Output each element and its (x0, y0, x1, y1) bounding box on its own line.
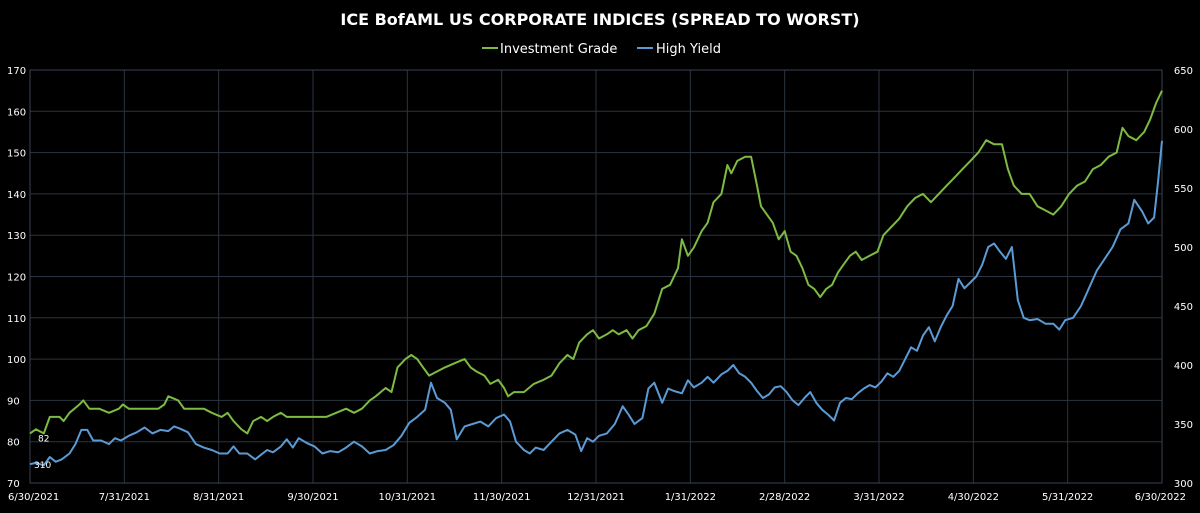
left-axis-ticks: 70 80 90 100 110 120 130 140 150 160 170 (7, 66, 26, 490)
right-axis-tick-label: 400 (1174, 361, 1193, 372)
right-axis-tick-label: 650 (1174, 66, 1193, 77)
series-start-labels: 82 310 (34, 434, 51, 471)
x-axis-tick-label: 4/30/2022 (948, 492, 999, 503)
legend-label-investment-grade: Investment Grade (500, 42, 617, 57)
x-axis-tick-label: 1/31/2022 (665, 492, 716, 503)
legend: Investment Grade High Yield (482, 42, 721, 57)
x-axis-tick-label: 9/30/2021 (287, 492, 338, 503)
left-axis-tick-label: 100 (7, 355, 26, 366)
left-axis-tick-label: 70 (7, 479, 20, 490)
x-axis-ticks: 6/30/2021 7/31/2021 8/31/2021 9/30/2021 10/3… (8, 492, 1186, 503)
right-axis-tick-label: 600 (1174, 125, 1193, 136)
left-axis-tick-label: 110 (7, 314, 26, 325)
right-axis-tick-label: 450 (1174, 302, 1193, 313)
series-line-high-yield (29, 140, 1163, 467)
x-axis-tick-label: 6/30/2022 (1135, 492, 1186, 503)
left-axis-tick-label: 120 (7, 273, 26, 284)
series-line-investment-grade (29, 90, 1163, 435)
x-axis-tick-label: 2/28/2022 (759, 492, 810, 503)
gridlines (29, 69, 1163, 484)
legend-label-high-yield: High Yield (656, 42, 721, 57)
x-axis-tick-label: 12/31/2021 (567, 492, 625, 503)
right-axis-tick-label: 500 (1174, 243, 1193, 254)
left-axis-tick-label: 170 (7, 66, 26, 77)
x-axis-tick-label: 10/31/2021 (379, 492, 437, 503)
left-axis-tick-label: 130 (7, 231, 26, 242)
chart-title: ICE BofAML US CORPORATE INDICES (SPREAD … (340, 10, 859, 29)
plot-border (29, 69, 1163, 484)
x-axis-tick-label: 11/30/2021 (473, 492, 531, 503)
left-axis-tick-label: 140 (7, 190, 26, 201)
x-axis-tick-label: 5/31/2022 (1042, 492, 1093, 503)
left-axis-tick-label: 160 (7, 107, 26, 118)
series-start-label: 310 (34, 461, 51, 471)
x-axis-tick-label: 8/31/2021 (193, 492, 244, 503)
left-axis-tick-label: 80 (7, 438, 20, 449)
x-axis-tick-label: 3/31/2022 (853, 492, 904, 503)
x-axis-tick-label: 7/31/2021 (99, 492, 150, 503)
left-axis-tick-label: 90 (7, 396, 20, 407)
right-axis-tick-label: 350 (1174, 420, 1193, 431)
series-start-label: 82 (38, 434, 49, 444)
right-axis-tick-label: 300 (1174, 479, 1193, 490)
series-lines (29, 90, 1163, 467)
left-axis-tick-label: 150 (7, 149, 26, 160)
right-axis-tick-label: 550 (1174, 184, 1193, 195)
right-axis-ticks: 300 350 400 450 500 550 600 650 (1174, 66, 1193, 490)
x-axis-tick-label: 6/30/2021 (8, 492, 59, 503)
